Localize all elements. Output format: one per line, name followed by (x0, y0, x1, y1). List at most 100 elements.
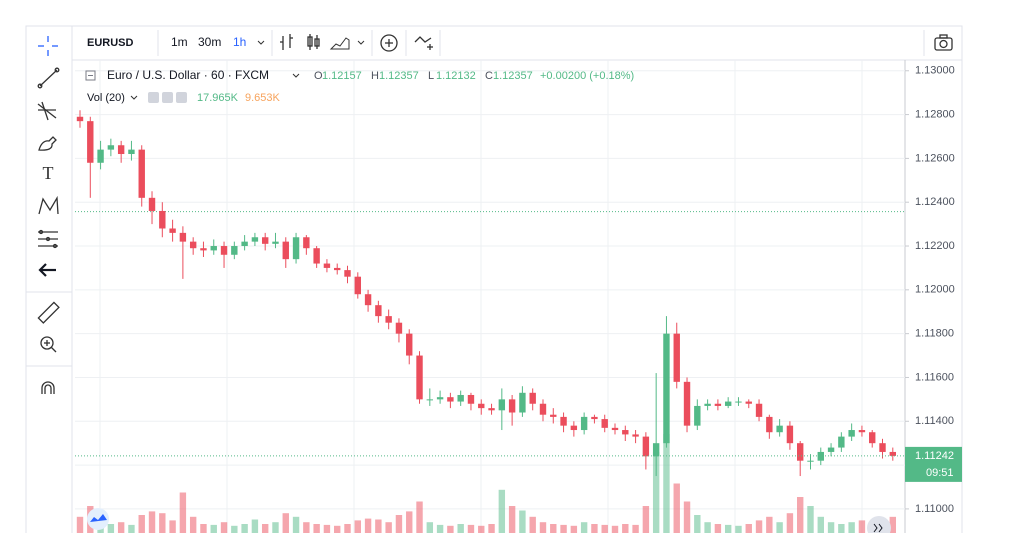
back-arrow[interactable] (38, 263, 56, 277)
volume-bar (107, 524, 115, 533)
volume-bar (251, 519, 259, 533)
candle-body (261, 237, 269, 244)
bar-style[interactable] (280, 34, 293, 50)
candle-body (529, 392, 536, 404)
candle-body (189, 241, 197, 249)
legend-button[interactable] (176, 92, 187, 103)
candle-body (282, 241, 289, 260)
volume-bar (241, 524, 248, 533)
dropdown[interactable] (257, 40, 265, 45)
volume-bar (426, 522, 434, 533)
forecast-tool[interactable] (38, 229, 58, 249)
brush-tool[interactable] (38, 136, 57, 151)
candle-body (375, 305, 382, 317)
candle-body (97, 149, 104, 163)
candle-body (426, 399, 434, 401)
pattern-tool[interactable] (38, 195, 59, 215)
candle-body (488, 408, 495, 411)
volume-bar (539, 522, 547, 533)
zoom-tool[interactable] (40, 336, 57, 353)
candle-style[interactable] (307, 34, 320, 50)
legend-button[interactable] (162, 92, 173, 103)
volume-title: Vol (20) (87, 92, 125, 104)
candle-body (580, 416, 588, 431)
ohlc-value: 1.12132 (436, 70, 476, 82)
volume-bar (334, 525, 341, 533)
candle-body (179, 232, 187, 242)
candle-body (508, 399, 516, 413)
volume-bar (663, 434, 670, 533)
text-tool[interactable]: T (43, 163, 54, 183)
volume-bar (550, 524, 557, 533)
candle-body (231, 246, 238, 255)
interval-active[interactable]: 1h (233, 35, 246, 49)
legend-button[interactable] (148, 92, 159, 103)
candle-body (817, 451, 824, 461)
ohlc-label: C (485, 70, 493, 82)
volume-bar (755, 520, 763, 533)
volume-bar (395, 515, 403, 533)
volume-bar (632, 524, 639, 533)
scroll-button (873, 523, 878, 533)
ruler-tool[interactable] (37, 301, 60, 324)
candle-body (694, 405, 701, 426)
dropdown[interactable] (130, 95, 138, 100)
volume-bar (138, 515, 145, 533)
countdown: 09:51 (926, 467, 954, 479)
volume-bar (303, 522, 310, 533)
candle-body (755, 403, 763, 417)
area-style[interactable] (329, 37, 350, 50)
candle-body (622, 430, 629, 435)
interval[interactable]: 1m (171, 35, 188, 49)
symbol[interactable]: EURUSD (87, 37, 134, 49)
volume-bar (117, 522, 125, 533)
interval[interactable]: 30m (198, 35, 221, 49)
candle-body (611, 427, 619, 431)
volume-bar (673, 483, 680, 533)
candle-body (128, 149, 135, 155)
magnet-tool[interactable] (41, 381, 55, 394)
candle-body (786, 425, 794, 444)
volume-bar (694, 515, 701, 533)
candle-body (519, 392, 526, 413)
fib-tool[interactable] (37, 101, 57, 121)
dropdown[interactable] (357, 40, 365, 45)
price-tick-label: 1.12800 (915, 108, 955, 120)
volume-bar (200, 524, 207, 533)
candle-body (550, 414, 557, 417)
trendline-tool[interactable] (37, 67, 60, 89)
candle-body (673, 333, 680, 382)
volume-bar (467, 524, 475, 533)
price-tick-label: 1.11600 (915, 371, 954, 383)
candle-body (334, 267, 341, 271)
volume-bar (272, 522, 279, 533)
volume-bar (570, 525, 578, 533)
candle-body (776, 425, 783, 433)
volume-bar (354, 520, 361, 533)
indicators[interactable] (380, 34, 398, 52)
volume-value: 17.965K (197, 92, 239, 104)
candle-body (395, 322, 403, 334)
candle-body (416, 355, 423, 400)
crosshair-tool[interactable] (38, 36, 58, 56)
last-price-label: 1.11242 (915, 450, 954, 462)
ohlc-value: 1.12357 (493, 70, 533, 82)
candle-body (848, 430, 855, 437)
candle-body (364, 294, 372, 306)
volume-bar (148, 511, 156, 533)
candle-body (117, 145, 125, 155)
candle-body (858, 430, 866, 433)
volume-bar (848, 522, 855, 533)
dropdown[interactable] (292, 73, 300, 78)
candle-body (447, 397, 454, 402)
candle-body (436, 397, 444, 400)
candle-body (467, 394, 475, 404)
logo (87, 508, 109, 530)
compare[interactable] (414, 36, 433, 50)
candle-body (704, 403, 711, 406)
candle-body (292, 237, 300, 260)
snapshot[interactable] (934, 34, 953, 51)
volume-bar (642, 506, 650, 533)
